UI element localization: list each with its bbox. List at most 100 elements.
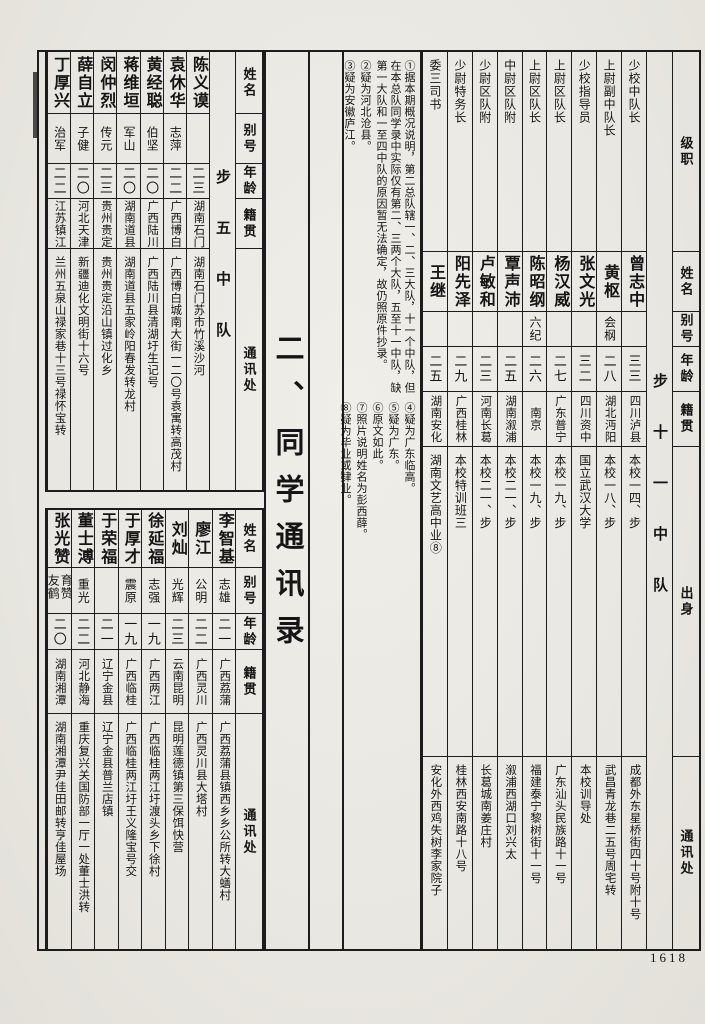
- hdr-text: 别号: [678, 313, 694, 345]
- addr-cell: 桂林西安南路十八号: [448, 757, 472, 949]
- table-column: 少尉特务长阳先泽二九广西桂林本校特训班三桂林西安南路十八号: [446, 52, 472, 949]
- name-text: 廖江: [192, 520, 210, 557]
- footnote: ①据本期概况说明，第二总队辖一、二、三大队，十一个中队，但在本总队同学录中实际仅…: [375, 60, 415, 394]
- name-text: 杨汉威: [551, 254, 569, 309]
- table-column: 上尉副中队长 黄枢 会㭎 二八 湖北沔阳 本校一八、步 武昌青龙巷二五号周宅转: [596, 52, 622, 949]
- hdr-cell: 姓名: [673, 252, 699, 312]
- rank-text: 上尉副中队长: [602, 59, 617, 137]
- native-text: 河北静海: [77, 657, 90, 706]
- addr-cell: 武昌青龙巷二五号周宅转: [597, 757, 621, 949]
- alias-cell: 六纪: [522, 312, 547, 347]
- native-text: 广西灵川: [194, 657, 207, 706]
- addr-text: 广东汕头民族路十一号: [553, 764, 566, 884]
- native-cell: 江苏镇江: [48, 199, 71, 249]
- hdr-cell: 年龄: [236, 614, 262, 650]
- native-text: 广西临桂: [124, 657, 137, 706]
- addr-text: 安化外西鸡失树李家院子: [429, 764, 442, 896]
- age-cell: 二六: [522, 347, 547, 392]
- hdr-text: 姓名: [241, 66, 257, 99]
- alias-text: 志强: [146, 577, 161, 604]
- age-cell: 二二: [48, 164, 71, 199]
- alias-cell: 伯坚: [140, 114, 163, 164]
- addr-cell: 广西陆川县清湖圩生记号: [141, 249, 163, 490]
- age-text: 二二: [75, 616, 91, 647]
- alias-text: 治军: [52, 125, 67, 152]
- name-text: 丁厚兴: [51, 55, 69, 110]
- footnote: ⑧疑为毕业或肄业。: [339, 402, 351, 506]
- origin-text: 本校特训班三: [453, 454, 468, 529]
- native-cell: 广西博白: [163, 199, 186, 249]
- name-text: 董士溥: [74, 511, 92, 566]
- footnote: ⑤疑为广东。: [387, 402, 399, 471]
- addr-text: 湖南道县五家岭阳春发转龙村: [123, 256, 135, 412]
- addr-cell: 湖南道县五家岭阳春发转龙村: [117, 249, 139, 490]
- native-cell: 河北天津: [71, 199, 94, 249]
- alias-cell: [497, 312, 522, 347]
- alias-text: 公明: [193, 577, 208, 604]
- alias-text: 志萍: [168, 125, 183, 152]
- alias-text: 震原: [123, 577, 138, 604]
- name-cell: 杨汉威: [547, 252, 572, 312]
- age-cell: 二三: [94, 164, 117, 199]
- age-text: 二七: [551, 354, 567, 384]
- footnote: ⑦照片说明姓名为彭西薛。: [355, 402, 367, 540]
- alias-cell: 志萍: [163, 114, 186, 164]
- name-cell: 闵仲烈: [94, 52, 117, 114]
- footnote: ②疑为河北沧县。: [359, 60, 371, 152]
- addr-text: 重庆复兴关国防部一厅一处董士洪转: [77, 721, 90, 913]
- alias-cell: 公明: [189, 568, 212, 614]
- native-cell: 河南长葛: [472, 392, 497, 447]
- native-cell: 广西临桂: [118, 650, 141, 714]
- name-cell: 廖江: [189, 510, 212, 568]
- addr-cell: 广西临桂两江圩王义隆宝号交: [119, 714, 142, 949]
- addr-text: 广西临桂两江圩王义隆宝号交: [124, 721, 137, 877]
- origin-cell: 本校二一、步: [497, 447, 522, 757]
- section-title-column: 二、同学通讯录: [264, 50, 310, 951]
- table-column: 董士溥 重光 二二 河北静海 重庆复兴关国防部一厅一处董士洪转: [70, 510, 94, 949]
- native-text: 四川泸县: [628, 395, 641, 443]
- footnote: ④疑为广东临高。: [403, 402, 415, 494]
- addr-text: 广西灵川县大塔村: [194, 721, 207, 817]
- native-text: 江苏镇江: [53, 199, 66, 248]
- alias-text: 六纪: [527, 316, 542, 342]
- name-cell: 于荣福: [95, 510, 118, 568]
- rank-cell: 少尉特务长: [447, 52, 472, 252]
- name-text: 卢敏和: [476, 254, 494, 309]
- native-cell: 广西桂林: [447, 392, 472, 447]
- age-text: 二三: [190, 166, 206, 196]
- table-infantry-11th-company: 级职 姓名 别号 年龄 籍贯 出身 通讯处 步十一中队 少校中队长 曾志中 三三 四川泸县 本校一四、步…: [420, 50, 701, 951]
- table-column: 廖江 公明 二二 广西灵川 广西灵川县大塔村: [188, 510, 212, 949]
- hdr-cell: 出身: [673, 447, 699, 757]
- addr-text: 广西陆川县清湖圩生记号: [146, 256, 159, 388]
- age-cell: 二九: [447, 347, 472, 392]
- addr-text: 广西博白城南大街一二〇号袁寓转高茂村: [169, 256, 182, 472]
- hdr-text: 年龄: [241, 615, 257, 648]
- table-column: 于荣福 二一 辽宁金县 辽宁金县普兰店镇: [94, 510, 118, 949]
- hdr-cell: 年龄: [236, 164, 262, 199]
- scan-artifact: [33, 72, 37, 138]
- alias-cell: 志强: [142, 568, 165, 614]
- addr-text: 湖南石门苏市竹溪沙河: [192, 256, 205, 376]
- native-text: 广西荔蒲: [218, 657, 231, 706]
- name-cell: 于厚才: [118, 510, 141, 568]
- age-text: 二二: [51, 166, 67, 196]
- age-text: 二三: [169, 616, 185, 647]
- addr-cell: 新疆迪化文明街十六号: [71, 249, 93, 490]
- rank-cell: 少校指导员: [572, 52, 597, 252]
- hdr-cell: 别号: [236, 568, 262, 614]
- native-cell: 广西陆川: [140, 199, 163, 249]
- name-text: 阳先泽: [451, 254, 469, 309]
- native-cell: 湖南道县: [117, 199, 140, 249]
- age-text: 一九: [122, 616, 138, 647]
- hdr-cell: 年龄: [673, 347, 699, 392]
- native-cell: 广西荔蒲: [212, 650, 235, 714]
- native-cell: 广西灵川: [189, 650, 212, 714]
- table-column: 刘灿 光辉 二三 云南昆明 昆明莲德镇第三保饵快营: [164, 510, 188, 949]
- rank-cell: 上尉区队长: [522, 52, 547, 252]
- age-text: 二九: [452, 354, 468, 384]
- origin-cell: 湖南文艺高中业⑧: [422, 447, 447, 757]
- table-column: 李智基 志雄 二一 广西荔蒲 广西荔蒲县镇西乡乡公所转大蟮村: [211, 510, 235, 949]
- header-column: 姓名 别号 年龄 籍贯 通讯处: [235, 52, 262, 490]
- addr-cell: 长葛城南姜庄村: [473, 757, 497, 949]
- name-cell: 袁休华: [163, 52, 186, 114]
